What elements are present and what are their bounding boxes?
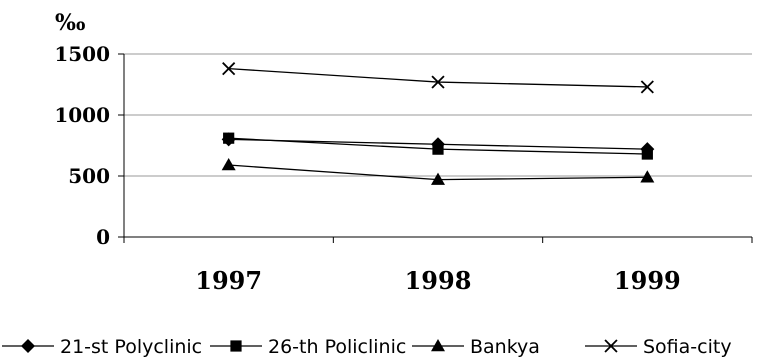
- legend-marker-bankya: [431, 339, 445, 352]
- point-sofia-city-1998: [431, 75, 445, 89]
- point-sofia-city-1998-stroke-b: [431, 75, 445, 89]
- point-bankya-1999: [640, 170, 655, 183]
- legend-item-sofia-city: Sofia-city: [585, 336, 732, 358]
- series-group: [221, 62, 655, 185]
- legend-marker-26-th-policlinic: [230, 340, 242, 352]
- point-sofia-city-1997: [222, 62, 236, 76]
- legend-label-21-st-polyclinic: 21-st Polyclinic: [60, 336, 202, 358]
- y-axis-unit-label: ‰: [55, 10, 85, 36]
- y-tick-labels: 0 500 1000 1500: [54, 42, 110, 249]
- legend-item-21-st-polyclinic: 21-st Polyclinic: [2, 336, 202, 358]
- series-bankya: [221, 158, 655, 185]
- y-tick-label-0: 0: [96, 225, 110, 249]
- y-tick-label-3: 1500: [54, 42, 110, 66]
- point-sofia-city-1999-stroke-b: [640, 80, 654, 94]
- legend: 21-st Polyclinic 26-th Policlinic Bankya So…: [2, 336, 732, 358]
- legend-marker-sofia-city-stroke-b: [604, 339, 618, 353]
- legend-marker-sofia-city: [604, 339, 618, 353]
- x-tick-labels: 1997 1998 1999: [195, 266, 680, 295]
- x-tick-label-1999: 1999: [614, 266, 681, 295]
- legend-label-sofia-city: Sofia-city: [643, 336, 732, 358]
- legend-label-bankya: Bankya: [470, 336, 540, 358]
- point-26-th-policlinic-1999: [641, 148, 653, 160]
- axes: [118, 53, 753, 243]
- legend-item-bankya: Bankya: [412, 336, 540, 358]
- point-26-th-policlinic-1997: [223, 132, 235, 144]
- point-bankya-1997: [221, 158, 236, 171]
- y-tick-label-1: 500: [68, 164, 110, 188]
- x-tick-label-1998: 1998: [405, 266, 472, 295]
- point-sofia-city-1999: [640, 80, 654, 94]
- series-sofia-city: [222, 62, 654, 94]
- point-bankya-1998: [431, 172, 445, 185]
- point-sofia-city-1997-stroke-b: [222, 62, 236, 76]
- series-26-th-policlinic: [223, 132, 653, 160]
- legend-item-26-th-policlinic: 26-th Policlinic: [210, 336, 406, 358]
- y-tick-label-2: 1000: [54, 103, 110, 127]
- series-line-sofia-city: [228, 67, 648, 88]
- point-26-th-policlinic-1998: [432, 143, 444, 155]
- legend-label-26-th-policlinic: 26-th Policlinic: [268, 336, 406, 358]
- legend-marker-21-st-polyclinic: [21, 339, 35, 353]
- gridlines: [124, 53, 752, 177]
- x-tick-label-1997: 1997: [195, 266, 262, 295]
